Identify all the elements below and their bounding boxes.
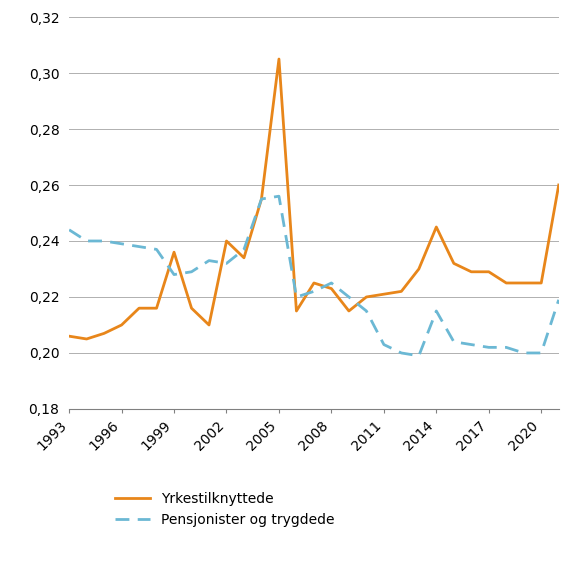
Yrkestilknyttede <box>555 182 562 189</box>
Pensjonister og trygdede <box>555 296 562 303</box>
Pensjonister og trygdede <box>433 307 439 314</box>
Yrkestilknyttede <box>101 330 108 337</box>
Yrkestilknyttede <box>258 195 265 202</box>
Pensjonister og trygdede <box>486 344 492 351</box>
Yrkestilknyttede <box>468 268 475 275</box>
Yrkestilknyttede <box>486 268 492 275</box>
Yrkestilknyttede <box>450 260 457 267</box>
Yrkestilknyttede <box>153 305 160 312</box>
Yrkestilknyttede <box>503 279 510 286</box>
Pensjonister og trygdede <box>101 237 108 244</box>
Yrkestilknyttede <box>223 237 230 244</box>
Pensjonister og trygdede <box>468 341 475 348</box>
Pensjonister og trygdede <box>310 288 317 295</box>
Pensjonister og trygdede <box>520 349 527 356</box>
Yrkestilknyttede <box>83 336 90 343</box>
Yrkestilknyttede <box>241 254 248 261</box>
Yrkestilknyttede <box>346 307 353 314</box>
Yrkestilknyttede <box>206 321 213 328</box>
Yrkestilknyttede <box>135 305 142 312</box>
Pensjonister og trygdede <box>188 268 195 275</box>
Yrkestilknyttede <box>328 285 335 292</box>
Yrkestilknyttede <box>275 56 282 62</box>
Pensjonister og trygdede <box>363 307 370 314</box>
Pensjonister og trygdede <box>241 246 248 253</box>
Line: Yrkestilknyttede: Yrkestilknyttede <box>69 59 559 339</box>
Pensjonister og trygdede <box>398 349 405 356</box>
Pensjonister og trygdede <box>118 240 125 247</box>
Yrkestilknyttede <box>66 333 73 340</box>
Yrkestilknyttede <box>363 294 370 300</box>
Pensjonister og trygdede <box>503 344 510 351</box>
Pensjonister og trygdede <box>450 339 457 345</box>
Pensjonister og trygdede <box>223 260 230 267</box>
Yrkestilknyttede <box>170 249 177 256</box>
Yrkestilknyttede <box>380 291 387 298</box>
Yrkestilknyttede <box>433 224 439 231</box>
Pensjonister og trygdede <box>170 271 177 278</box>
Yrkestilknyttede <box>398 288 405 295</box>
Pensjonister og trygdede <box>66 227 73 233</box>
Pensjonister og trygdede <box>206 257 213 264</box>
Pensjonister og trygdede <box>258 195 265 202</box>
Line: Pensjonister og trygdede: Pensjonister og trygdede <box>69 196 559 356</box>
Pensjonister og trygdede <box>275 193 282 199</box>
Pensjonister og trygdede <box>380 341 387 348</box>
Yrkestilknyttede <box>293 307 300 314</box>
Yrkestilknyttede <box>538 279 545 286</box>
Legend: Yrkestilknyttede, Pensjonister og trygdede: Yrkestilknyttede, Pensjonister og trygde… <box>115 492 335 528</box>
Pensjonister og trygdede <box>415 352 422 359</box>
Pensjonister og trygdede <box>328 279 335 286</box>
Yrkestilknyttede <box>415 266 422 273</box>
Yrkestilknyttede <box>520 279 527 286</box>
Pensjonister og trygdede <box>293 294 300 300</box>
Yrkestilknyttede <box>118 321 125 328</box>
Yrkestilknyttede <box>188 305 195 312</box>
Pensjonister og trygdede <box>83 237 90 244</box>
Pensjonister og trygdede <box>538 349 545 356</box>
Pensjonister og trygdede <box>346 294 353 300</box>
Pensjonister og trygdede <box>153 246 160 253</box>
Pensjonister og trygdede <box>135 243 142 250</box>
Yrkestilknyttede <box>310 279 317 286</box>
